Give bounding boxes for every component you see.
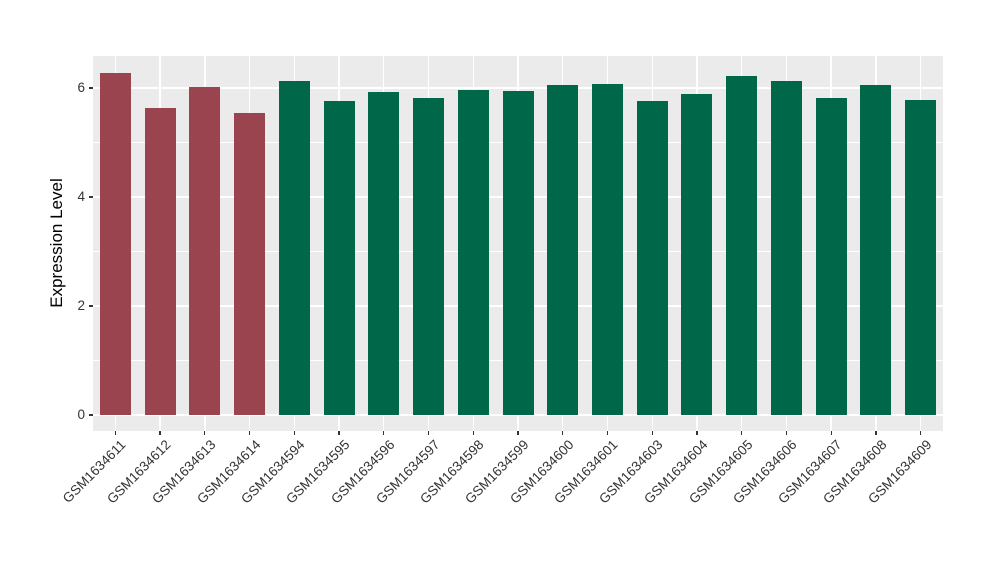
bar-GSM1634600: [547, 85, 579, 415]
bar-GSM1634614: [234, 112, 266, 415]
bar-GSM1634601: [591, 84, 623, 415]
y-tick-label: 2: [77, 298, 85, 313]
gridline-major: [93, 87, 943, 89]
bar-GSM1634595: [323, 100, 355, 415]
x-tick-mark: [651, 431, 653, 435]
bar-GSM1634603: [636, 100, 668, 415]
x-tick-mark: [427, 431, 430, 435]
bar-GSM1634606: [770, 81, 802, 415]
x-tick-mark: [741, 431, 743, 435]
x-tick-mark: [696, 431, 698, 435]
y-tick-label: 4: [77, 189, 85, 204]
bar-GSM1634613: [189, 87, 221, 415]
bar-GSM1634594: [278, 81, 310, 415]
y-tick-mark: [89, 305, 93, 307]
x-tick-mark: [830, 431, 832, 435]
x-tick-mark: [159, 431, 161, 435]
x-tick-mark: [919, 431, 922, 435]
x-tick-mark: [338, 431, 340, 435]
y-tick-mark: [89, 87, 93, 89]
bar-GSM1634608: [860, 85, 892, 415]
x-tick-mark: [875, 431, 877, 435]
x-tick-mark: [383, 431, 385, 435]
x-tick-mark: [293, 431, 295, 435]
bar-GSM1634609: [905, 99, 937, 415]
bar-GSM1634597: [413, 98, 445, 415]
x-tick-mark: [517, 431, 519, 435]
x-tick-mark: [606, 431, 609, 435]
y-tick-mark: [89, 414, 93, 416]
y-tick-label: 0: [77, 407, 85, 422]
gridline-major: [93, 414, 943, 416]
x-tick-mark: [562, 431, 564, 435]
bar-GSM1634611: [99, 73, 131, 415]
bar-GSM1634599: [502, 90, 534, 415]
x-tick-mark: [785, 431, 788, 435]
x-tick-mark: [204, 431, 206, 435]
y-tick-label: 6: [77, 80, 85, 95]
bar-GSM1634598: [457, 89, 489, 415]
x-tick-mark: [472, 431, 474, 435]
bar-GSM1634607: [815, 98, 847, 415]
bar-GSM1634596: [368, 91, 400, 415]
plot-panel: [93, 56, 943, 431]
x-tick-mark: [248, 431, 251, 435]
bar-GSM1634605: [726, 76, 758, 415]
y-tick-mark: [89, 196, 93, 198]
bar-GSM1634604: [681, 93, 713, 415]
x-tick-mark: [114, 431, 116, 435]
bar-GSM1634612: [144, 107, 176, 415]
